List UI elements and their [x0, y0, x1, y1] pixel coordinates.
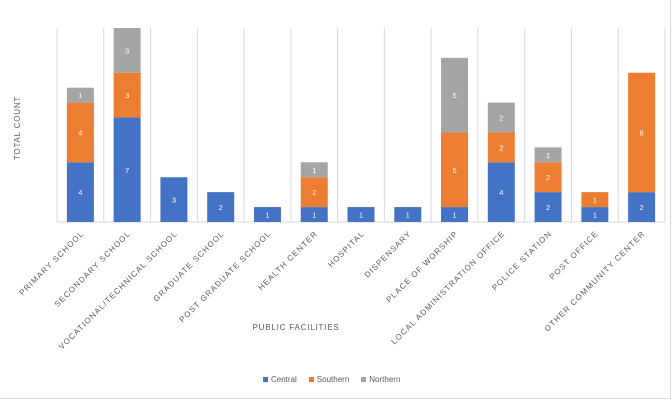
bar-segment-central: [347, 207, 375, 222]
bar-segment-northern: [300, 162, 328, 178]
legend-item-central: Central: [263, 375, 297, 384]
category-label: SECONDARY SCHOOL: [53, 229, 133, 309]
legend-swatch-northern: [361, 377, 367, 382]
data-label: 1: [593, 196, 597, 205]
bar-segment-southern: [66, 102, 94, 163]
data-label: 8: [640, 128, 644, 137]
data-label: 1: [593, 211, 597, 220]
data-label: 1: [546, 151, 550, 160]
bar-segment-central: [628, 192, 656, 222]
bar-segment-northern: [441, 57, 469, 133]
data-label: 3: [172, 196, 176, 205]
data-label: 7: [125, 166, 129, 175]
bar-stacks: 4 4 1 7 3 3 3 2 1 1 2 1 1 1 1 5 5 4 2 2 2 2 1 1 1 2 8: [66, 28, 656, 222]
data-label: 1: [265, 211, 269, 220]
data-label: 4: [499, 188, 503, 197]
category-label: POST OFFICE: [548, 229, 601, 282]
data-label: 4: [78, 188, 82, 197]
bar-segment-central: [487, 162, 515, 222]
data-label: 1: [78, 91, 82, 100]
bar-segment-central: [66, 162, 94, 222]
data-label: 5: [452, 166, 456, 175]
category-label: POST GRADUATE SCHOOL: [178, 229, 273, 324]
bar-segment-northern: [487, 102, 515, 133]
bar-segment-southern: [441, 132, 469, 208]
bar-segment-central: [300, 207, 328, 222]
bar-segment-central: [441, 207, 469, 222]
data-label: 2: [640, 203, 644, 212]
category-label: HOSPITAL: [326, 229, 366, 269]
bar-segment-southern: [628, 72, 656, 193]
legend-swatch-southern: [308, 377, 314, 382]
bar-segment-central: [160, 177, 188, 222]
bar-segment-central: [534, 192, 562, 222]
legend-item-northern: Northern: [361, 375, 400, 384]
bar-segment-northern: [66, 87, 94, 103]
legend-label-central: Central: [271, 375, 297, 384]
legend-swatch-central: [263, 377, 268, 382]
data-label: 3: [125, 91, 129, 100]
bar-segment-southern: [113, 72, 141, 118]
data-label: 2: [499, 114, 503, 123]
data-label: 1: [312, 166, 316, 175]
bar-segment-southern: [300, 177, 328, 208]
bar-segment-southern: [581, 192, 609, 208]
category-label: OTHER COMMUNITY CENTER: [543, 229, 647, 333]
bar-segment-northern: [534, 147, 562, 163]
data-label: 2: [546, 173, 550, 182]
y-axis-title: TOTAL COUNT: [13, 96, 22, 160]
data-label: 1: [312, 211, 316, 220]
bar-segment-central: [207, 192, 235, 222]
data-label: 2: [546, 203, 550, 212]
data-label: 2: [312, 188, 316, 197]
data-label: 5: [452, 91, 456, 100]
bar-segment-southern: [487, 132, 515, 163]
bar-segment-central: [253, 207, 281, 222]
data-label: 4: [78, 128, 82, 137]
bar-segment-southern: [534, 162, 562, 193]
data-label: 1: [359, 211, 363, 220]
bar-segment-central: [394, 207, 422, 222]
data-label: 1: [406, 211, 410, 220]
bar-segment-central: [581, 207, 609, 222]
legend: Central Southern Northern: [263, 375, 400, 384]
data-label: 3: [125, 46, 129, 55]
data-label: 2: [499, 143, 503, 152]
legend-label-northern: Northern: [369, 375, 401, 384]
legend-item-southern: Southern: [308, 375, 350, 384]
x-axis-title: PUBLIC FACILITIES: [253, 323, 340, 332]
data-label: 1: [452, 211, 456, 220]
bar-segment-northern: [113, 28, 141, 73]
grid-lines: [56, 28, 666, 223]
data-label: 2: [219, 203, 223, 212]
legend-label-southern: Southern: [316, 375, 350, 384]
bar-segment-central: [113, 117, 141, 222]
category-label: DISPENSARY: [363, 229, 414, 280]
